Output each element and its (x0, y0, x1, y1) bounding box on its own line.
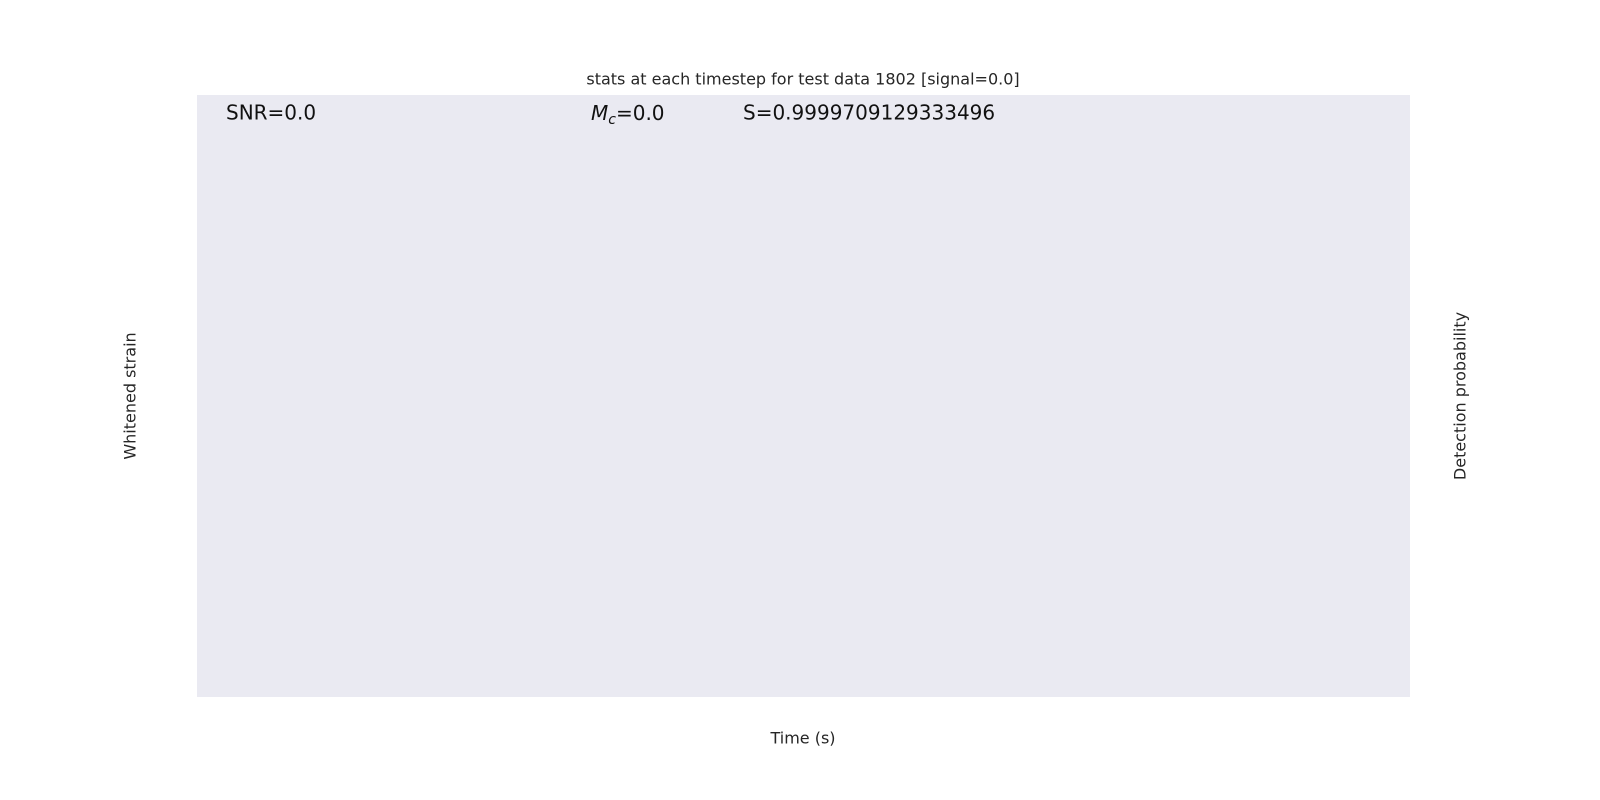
x-axis-label: Time (s) (769, 729, 835, 748)
mc-annotation: Mc=0.0 (591, 101, 665, 129)
plot-area (197, 95, 1410, 697)
y2-axis-label: Detection probability (1451, 312, 1470, 480)
s-annotation: S=0.9999709129333496 (743, 101, 995, 125)
y-axis-label: Whitened strain (121, 332, 140, 459)
mc-subscript: c (608, 112, 616, 128)
chart-title: stats at each timestep for test data 180… (586, 70, 1019, 89)
mc-text: =0.0 (616, 101, 665, 125)
mc-symbol: M (591, 101, 608, 125)
snr-annotation: SNR=0.0 (226, 101, 316, 125)
